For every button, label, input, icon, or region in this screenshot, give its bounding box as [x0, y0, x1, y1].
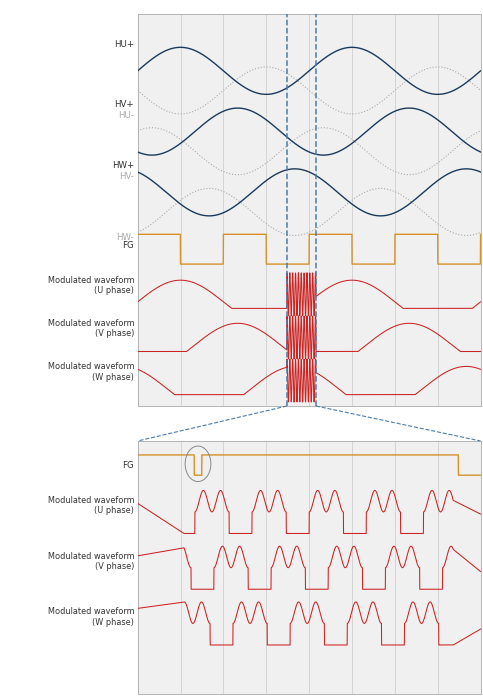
Text: Modulated waveform
(W phase): Modulated waveform (W phase) — [48, 362, 134, 382]
Text: HU-: HU- — [118, 111, 134, 120]
Text: Modulated waveform
(V phase): Modulated waveform (V phase) — [48, 552, 134, 571]
Text: Modulated waveform
(U phase): Modulated waveform (U phase) — [48, 496, 134, 515]
Text: HW-: HW- — [116, 233, 134, 242]
Text: HV-: HV- — [119, 172, 134, 181]
Text: Modulated waveform
(W phase): Modulated waveform (W phase) — [48, 608, 134, 626]
Text: Modulated waveform
(U phase): Modulated waveform (U phase) — [48, 276, 134, 295]
Text: Modulated waveform
(V phase): Modulated waveform (V phase) — [48, 319, 134, 339]
Text: HV+: HV+ — [114, 100, 134, 109]
Text: FG: FG — [123, 461, 134, 470]
Text: FG: FG — [123, 241, 134, 250]
Text: HW+: HW+ — [112, 161, 134, 170]
Text: HU+: HU+ — [114, 40, 134, 49]
